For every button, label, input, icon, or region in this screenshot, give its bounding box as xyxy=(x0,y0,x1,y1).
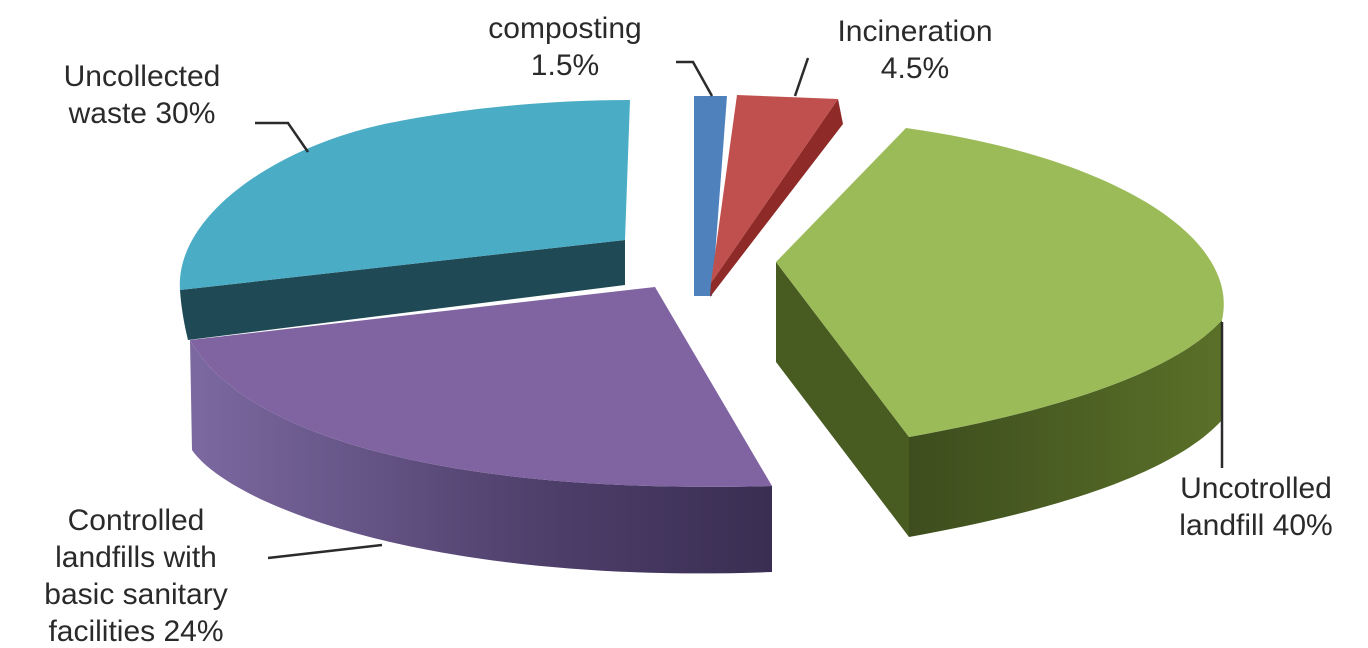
label-line: waste 30% xyxy=(68,97,216,130)
label-line: 4.5% xyxy=(881,52,949,85)
label-composting: composting 1.5% xyxy=(488,12,641,82)
label-controlled-landfills: Controlled landfills with basic sanitary fa… xyxy=(44,504,227,648)
slice-composting xyxy=(694,96,727,296)
label-line: 1.5% xyxy=(531,49,599,82)
slice-uncontrolled-landfill-top xyxy=(776,128,1224,437)
label-line: Uncotrolled xyxy=(1180,472,1332,505)
label-line: Controlled xyxy=(68,504,205,537)
leader-uncollected-waste xyxy=(255,121,310,153)
label-incineration: Incineration 4.5% xyxy=(837,15,992,85)
slice-controlled-landfills xyxy=(190,287,772,574)
leader-composting xyxy=(676,60,714,97)
slice-uncontrolled-landfill-side xyxy=(776,262,909,537)
slice-uncollected-waste-side xyxy=(180,240,625,340)
label-line: landfills with xyxy=(55,541,217,574)
label-line: facilities 24% xyxy=(48,615,223,648)
slice-uncollected-waste xyxy=(179,100,630,340)
slice-incineration-top xyxy=(711,95,838,283)
leader-controlled-landfills xyxy=(267,543,383,560)
slice-controlled-landfills-side xyxy=(190,340,772,574)
slice-composting-top xyxy=(694,96,727,296)
slice-uncontrolled-landfill xyxy=(776,128,1224,537)
slice-uncontrolled-landfill-side-rim xyxy=(909,320,1222,537)
slice-controlled-landfills-top xyxy=(190,287,772,487)
label-uncollected-waste: Uncollected waste 30% xyxy=(64,60,221,130)
label-line: landfill 40% xyxy=(1179,509,1332,542)
label-line: Uncollected xyxy=(64,60,221,93)
label-uncontrolled-landfill: Uncotrolled landfill 40% xyxy=(1179,472,1332,542)
slice-incineration xyxy=(710,95,843,297)
label-line: basic sanitary xyxy=(44,578,227,611)
label-line: composting xyxy=(488,12,641,45)
label-line: Incineration xyxy=(837,15,992,48)
slice-incineration-side xyxy=(710,99,843,297)
slice-uncollected-waste-top xyxy=(179,100,630,290)
leader-incineration xyxy=(793,57,810,97)
